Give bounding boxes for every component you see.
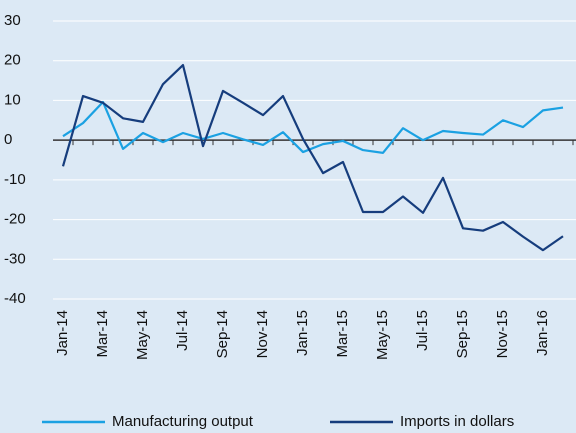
y-tick-label: 0: [4, 131, 12, 148]
y-tick-label: 20: [4, 52, 21, 69]
y-tick-label: 10: [4, 91, 21, 108]
y-tick-label: -10: [4, 171, 26, 188]
x-tick-label: Jan-14: [54, 310, 71, 356]
x-tick-label: Sep-15: [454, 310, 471, 358]
legend-label: Imports in dollars: [400, 413, 514, 430]
x-tick-label: Jan-15: [294, 310, 311, 356]
x-tick-label: Nov-15: [494, 310, 511, 358]
x-tick-label: Jul-14: [174, 310, 191, 351]
x-tick-label: May-15: [374, 310, 391, 360]
y-tick-label: -20: [4, 211, 26, 228]
y-tick-label: -40: [4, 290, 26, 307]
series-line: [61, 63, 564, 252]
series-line: [62, 100, 564, 154]
x-tick-label: Sep-14: [214, 310, 231, 358]
x-tick-label: Mar-14: [94, 310, 111, 358]
x-tick-label: Nov-14: [254, 310, 271, 358]
y-tick-label: -30: [4, 250, 26, 267]
x-tick-label: May-14: [134, 310, 151, 360]
legend-label: Manufacturing output: [112, 413, 254, 430]
x-tick-label: Jul-15: [414, 310, 431, 351]
y-tick-label: 30: [4, 12, 21, 29]
x-tick-label: Jan-16: [534, 310, 551, 356]
x-tick-label: Mar-15: [334, 310, 351, 358]
